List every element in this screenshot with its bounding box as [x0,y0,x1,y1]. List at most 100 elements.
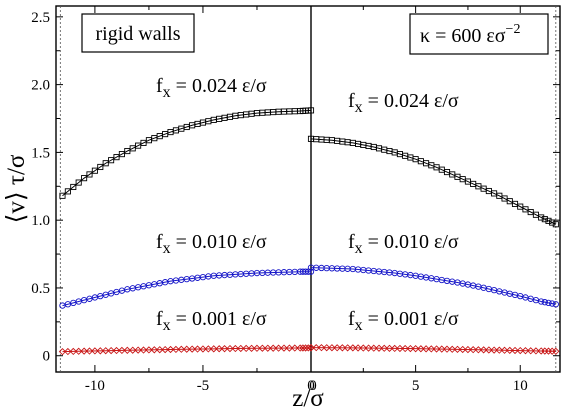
y-tick-label: 2.0 [31,78,50,94]
data-point [204,345,212,353]
data-point [552,347,560,355]
data-point [247,344,256,352]
y-tick-label: 1.5 [31,145,50,161]
data-point [401,344,409,353]
x-tick-label: -10 [85,378,105,394]
kappa-label: κ = 600 εσ−2 [420,22,520,47]
data-point [301,344,310,352]
data-point [129,346,137,354]
data-point [280,344,288,352]
data-point [545,217,552,224]
data-point [521,347,530,355]
data-point [258,344,267,352]
series-annotation: fx = 0.010 ε/σ [348,231,459,257]
series-annotation: fx = 0.024 ε/σ [156,75,267,101]
data-point [380,344,388,352]
y-tick-label: 2.5 [31,10,50,26]
series-line [310,138,557,225]
data-point [411,345,420,353]
data-point [58,348,67,356]
data-point [220,345,229,353]
series-annotation: fx = 0.024 ε/σ [348,90,459,116]
series-group [58,107,560,356]
data-point [123,346,131,354]
data-point [304,344,312,352]
data-point [70,183,77,191]
data-point [166,345,175,354]
data-point [80,347,88,355]
y-tick-label: 0.5 [31,281,50,297]
data-point [448,345,456,353]
series-circle [59,268,315,309]
data-point [91,347,99,355]
data-point [150,346,158,354]
data-point [364,344,373,352]
data-point [118,151,125,158]
data-point [253,344,261,352]
data-point [112,346,121,355]
rigid-walls-box [81,13,195,53]
kappa-box [409,13,549,55]
data-point [199,345,207,353]
data-point [500,346,509,354]
data-point [107,346,115,355]
series-line [62,271,311,307]
data-point [86,171,93,178]
data-point [328,344,336,352]
data-point [188,345,196,353]
series-annotation: fx = 0.001 ε/σ [348,308,459,334]
series-line [310,347,556,352]
series-line [310,267,556,305]
data-point [307,343,315,352]
data-point [538,298,545,305]
data-point [427,345,435,353]
data-point [432,345,441,353]
series-square [59,107,315,199]
data-point [354,344,362,352]
plot-border [55,5,561,373]
series-annotation: fx = 0.010 ε/σ [156,231,267,257]
data-point [161,345,169,354]
data-point [296,344,304,352]
data-point [532,347,540,355]
data-point [81,175,88,182]
data-point [317,344,326,352]
data-point [443,345,451,353]
plot-frame [55,5,561,373]
data-point [453,345,462,353]
data-point [474,346,483,354]
data-point [96,347,104,355]
data-point [231,344,240,353]
data-point [541,299,548,306]
data-point [285,344,294,352]
data-point [118,346,126,355]
data-point [343,344,352,352]
data-point [359,344,367,352]
data-point [91,167,98,174]
data-point [549,219,556,226]
data-point [370,344,378,352]
data-point [417,345,425,353]
y-tick-label: 1.0 [31,213,50,229]
x-tick-label: -5 [197,378,210,394]
data-point [193,345,202,353]
data-point [134,346,142,354]
x-axis-title: z/σ [292,385,324,412]
data-point [479,346,488,354]
data-point [375,344,383,352]
data-point [549,300,556,307]
data-point [385,344,394,352]
data-point [264,344,272,352]
data-point [469,346,477,354]
y-axis-title: ⟨v⟩ τ/σ [3,154,30,223]
data-point [237,344,245,353]
data-point [69,347,77,356]
data-point [545,299,552,307]
data-point [64,188,71,195]
rigid-walls-label: rigid walls [96,23,181,45]
data-point [145,346,153,354]
series-line [62,109,312,197]
data-point [64,347,72,356]
